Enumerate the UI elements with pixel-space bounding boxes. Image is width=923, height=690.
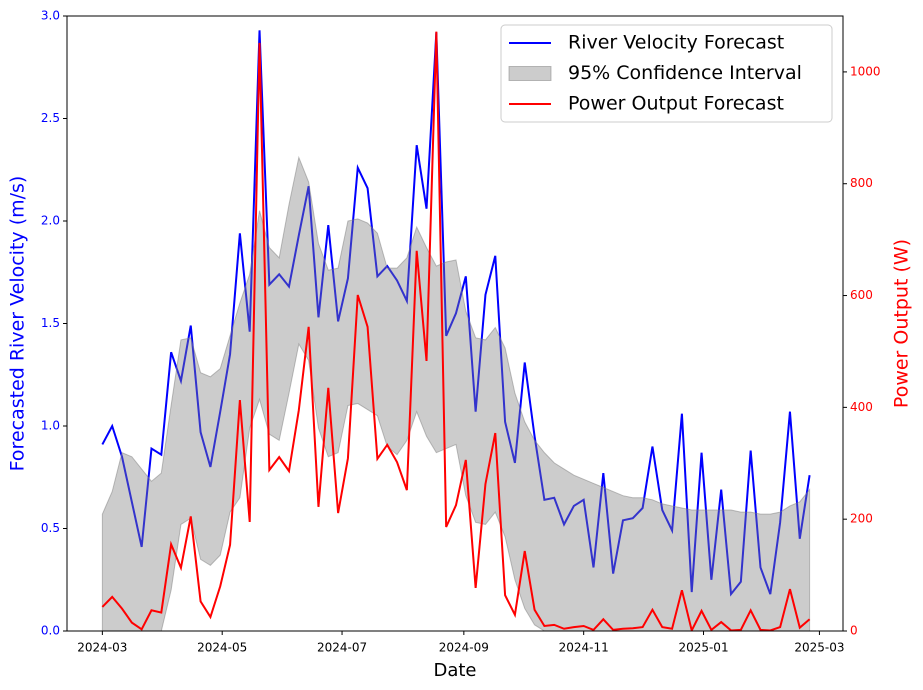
x-tick-label: 2025-01 [678, 641, 728, 655]
y-tick-label: 2.5 [41, 111, 60, 125]
y-axis-label: Forecasted River Velocity (m/s) [7, 176, 29, 472]
series-line [101, 30, 811, 597]
x-axis-label: Date [433, 660, 476, 681]
legend-box [500, 24, 833, 123]
x-tick-label: 2024-05 [197, 641, 247, 655]
legend-swatch [508, 66, 552, 81]
x-tick-label: 2024-09 [439, 641, 489, 655]
legend-label: Power Output Forecast [568, 93, 784, 115]
plot-area [101, 30, 811, 631]
x-tick-label: 2024-07 [317, 641, 367, 655]
y-tick-label: 3.0 [41, 9, 60, 23]
legend-label: 95% Confidence Interval [568, 62, 802, 84]
y2-tick-label: 200 [850, 512, 873, 526]
y-tick-label: 0.5 [41, 521, 60, 535]
y2-tick-label: 0 [850, 624, 858, 638]
x-tick-label: 2025-03 [794, 641, 844, 655]
y-tick-label: 0.0 [41, 624, 60, 638]
confidence-band [101, 155, 811, 631]
legend-label: River Velocity Forecast [568, 32, 784, 54]
x-tick-label: 2024-11 [559, 641, 609, 655]
y2-tick-label: 600 [850, 288, 873, 302]
y2-tick-label: 400 [850, 400, 873, 414]
y2-tick-label: 1000 [850, 64, 881, 78]
y-tick-label: 2.0 [41, 214, 60, 228]
y2-axis-label: Power Output (W) [891, 239, 913, 408]
y2-tick-label: 800 [850, 176, 873, 190]
y-tick-label: 1.0 [41, 419, 60, 433]
series-line [101, 31, 811, 631]
y-tick-label: 1.5 [41, 316, 60, 330]
x-tick-label: 2024-03 [77, 641, 127, 655]
